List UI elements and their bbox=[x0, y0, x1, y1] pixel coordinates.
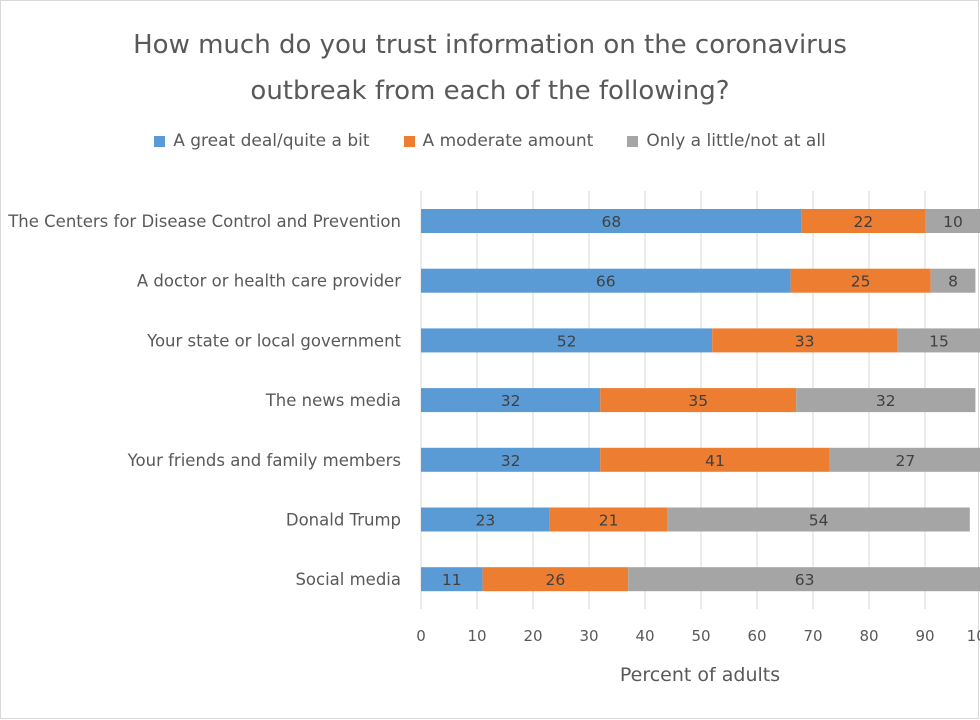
bar-segment bbox=[421, 447, 601, 472]
bar-segment bbox=[667, 507, 970, 532]
x-tick-label: 90 bbox=[915, 627, 934, 645]
data-label: 21 bbox=[599, 512, 619, 530]
data-label: 32 bbox=[876, 392, 896, 410]
legend-swatch bbox=[403, 135, 415, 147]
bar-segment bbox=[549, 507, 668, 532]
data-label: 32 bbox=[501, 392, 521, 410]
bar-segment bbox=[600, 388, 797, 413]
category-label: Donald Trump bbox=[286, 511, 401, 530]
data-label: 11 bbox=[442, 571, 462, 589]
data-label: 23 bbox=[476, 512, 496, 530]
x-tick-label: 10 bbox=[467, 627, 486, 645]
chart-title: How much do you trust information on the… bbox=[133, 30, 847, 106]
x-tick-label: 100 bbox=[967, 627, 980, 645]
data-label: 26 bbox=[546, 571, 566, 589]
bar-segment bbox=[930, 268, 976, 293]
category-label: Your friends and family members bbox=[127, 451, 401, 470]
category-label: The Centers for Disease Control and Prev… bbox=[7, 212, 401, 231]
bar-segment bbox=[421, 209, 802, 233]
category-label: A doctor or health care provider bbox=[137, 272, 401, 291]
bar-segment bbox=[600, 447, 830, 472]
data-label: 63 bbox=[795, 571, 815, 589]
data-label: 54 bbox=[809, 512, 829, 530]
bar-segment bbox=[421, 567, 483, 592]
bar-segment bbox=[790, 268, 931, 293]
x-tick-label: 50 bbox=[691, 627, 710, 645]
bar-segment bbox=[925, 209, 980, 233]
data-label: 27 bbox=[896, 452, 916, 470]
legend-item-great-deal: A great deal/quite a bit bbox=[154, 131, 370, 151]
data-label: 52 bbox=[557, 332, 577, 350]
data-label: 15 bbox=[929, 332, 949, 350]
bar-segment bbox=[421, 388, 601, 413]
data-label: 35 bbox=[688, 392, 708, 410]
category-label: The news media bbox=[265, 391, 401, 410]
data-label: 10 bbox=[943, 213, 963, 231]
x-tick-label: 80 bbox=[859, 627, 878, 645]
legend-label: A great deal/quite a bit bbox=[173, 131, 370, 151]
bar-segment bbox=[421, 507, 550, 532]
x-axis-title: Percent of adults bbox=[619, 664, 781, 686]
bar-segment bbox=[421, 268, 791, 293]
x-tick-label: 30 bbox=[579, 627, 598, 645]
legend-label: Only a little/not at all bbox=[646, 131, 826, 151]
data-label: 32 bbox=[501, 452, 521, 470]
legend-swatch bbox=[627, 135, 639, 147]
data-label: 68 bbox=[602, 213, 622, 231]
x-tick-label: 60 bbox=[747, 627, 766, 645]
legend-item-little: Only a little/not at all bbox=[627, 131, 826, 151]
bar-segment bbox=[796, 388, 976, 413]
data-label: 22 bbox=[854, 213, 874, 231]
x-tick-label: 40 bbox=[635, 627, 654, 645]
legend-label: A moderate amount bbox=[422, 131, 594, 151]
x-tick-label: 0 bbox=[416, 627, 426, 645]
x-tick-label: 20 bbox=[523, 627, 542, 645]
x-tick-label: 70 bbox=[803, 627, 822, 645]
bar-segment bbox=[801, 209, 925, 233]
data-label: 66 bbox=[596, 273, 616, 291]
bar-segment bbox=[897, 328, 980, 353]
legend: A great deal/quite a bit A moderate amou… bbox=[0, 131, 980, 151]
bar-segment bbox=[829, 447, 980, 472]
category-label: Your state or local government bbox=[146, 331, 401, 350]
data-label: 33 bbox=[795, 332, 815, 350]
bar-segment bbox=[712, 328, 897, 353]
bar-segment bbox=[482, 567, 629, 592]
category-label: Social media bbox=[295, 570, 401, 589]
bar-segment bbox=[421, 328, 713, 353]
data-label: 8 bbox=[948, 273, 958, 291]
bar-segment bbox=[628, 567, 980, 592]
legend-swatch bbox=[154, 135, 166, 147]
legend-item-moderate: A moderate amount bbox=[403, 131, 594, 151]
data-label: 25 bbox=[851, 273, 871, 291]
data-label: 41 bbox=[705, 452, 725, 470]
